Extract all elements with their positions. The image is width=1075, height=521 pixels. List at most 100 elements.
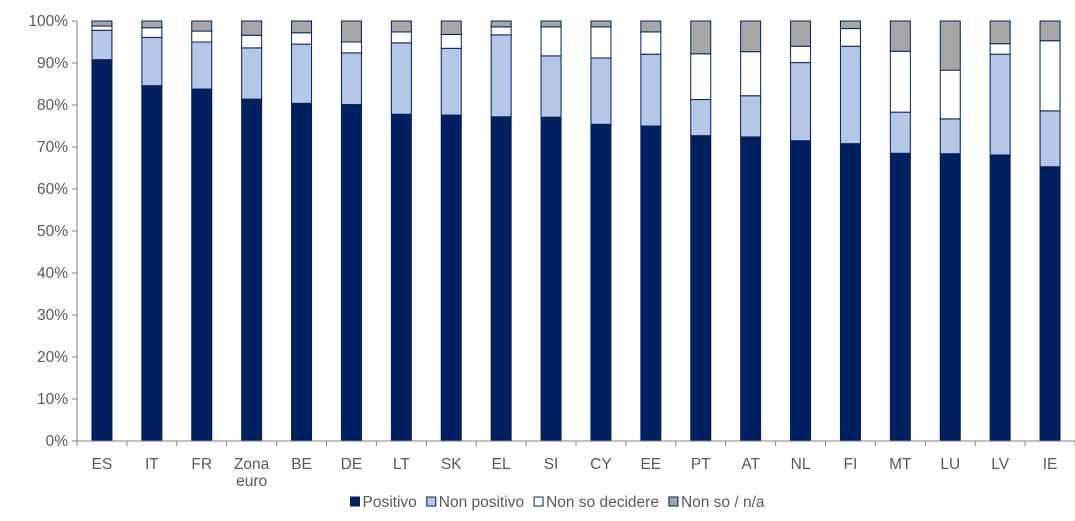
x-axis: ES IT FR Zona euro BE DE LT SK EL SI CY EE PT AT NL FI MT… [76, 440, 1075, 490]
x-tick-label: LU [940, 456, 960, 473]
bar-segment-non-positivo [390, 42, 412, 115]
bar-segment-non-positivo [291, 43, 313, 104]
bar-segment-non-so-decidere [790, 45, 812, 64]
bar-segment-non-positivo [91, 29, 113, 61]
x-tick-label: IE [1043, 456, 1058, 473]
y-tick-label: 10% [37, 391, 68, 408]
bar-segment-non-so-decidere [490, 26, 512, 36]
bar-segment-non-so-n-a [390, 20, 412, 33]
legend-swatch [426, 496, 437, 507]
bar-segment-non-positivo [440, 47, 462, 116]
bar-segment-positivo [590, 123, 612, 442]
x-tick-label: IT [145, 456, 159, 473]
bar-segment-positivo [839, 143, 861, 442]
bar-segment-positivo [790, 140, 812, 442]
bar-segment-non-positivo [989, 53, 1011, 156]
bar-segment-non-so-decidere [91, 25, 113, 31]
bar-segment-non-so-n-a [690, 20, 712, 55]
bar-segment-non-positivo [490, 34, 512, 118]
bar-segment-non-positivo [540, 55, 562, 118]
bar-segment-positivo [141, 85, 163, 442]
bar-segment-non-so-n-a [989, 20, 1011, 45]
x-tick-label: MT [889, 456, 912, 473]
x-tick-label: LV [991, 456, 1009, 473]
bar-segment-non-so-decidere [640, 31, 662, 55]
x-tick-label: SK [441, 456, 462, 473]
y-tick-label: 50% [37, 223, 68, 240]
legend: Positivo Non positivo Non so decidere Non s… [349, 494, 765, 511]
bar-segment-non-so-decidere [141, 27, 163, 38]
bar-segment-non-positivo [889, 111, 911, 154]
x-tick-label: EE [641, 456, 662, 473]
y-tick-label: 60% [37, 181, 68, 198]
legend-swatch [668, 496, 679, 507]
bar-segment-positivo [889, 152, 911, 442]
bar-segment-positivo [1039, 166, 1061, 442]
bar-segment-non-so-n-a [590, 20, 612, 28]
bar-segment-non-so-decidere [241, 34, 263, 49]
bar-segment-non-positivo [690, 99, 712, 137]
bar-segment-non-so-n-a [939, 20, 961, 71]
y-tick-label: 70% [37, 139, 68, 156]
bar-segment-non-so-n-a [540, 20, 562, 28]
bar-segment-positivo [191, 88, 213, 442]
bar-segment-non-so-decidere [889, 50, 911, 113]
bar-segment-non-so-n-a [191, 20, 213, 32]
bar-segment-positivo [690, 135, 712, 442]
bar-segment-non-so-decidere [690, 53, 712, 101]
bar-segment-non-positivo [590, 57, 612, 125]
bar-segment-non-so-n-a [640, 20, 662, 33]
bar-segment-non-so-decidere [340, 41, 362, 54]
y-tick-label: 100% [28, 13, 68, 30]
bar-segment-non-positivo [241, 47, 263, 100]
y-axis: 0% 10% 20% 30% 40% 50% 60% 70% 80% 90% 100% [28, 13, 78, 450]
x-tick-label: CY [590, 456, 612, 473]
bar-segment-non-so-n-a [241, 20, 263, 36]
bars [91, 20, 1061, 442]
bar-segment-non-positivo [839, 45, 861, 145]
x-tick-label: NL [791, 456, 811, 473]
bar-segment-positivo [740, 136, 762, 442]
bar-segment-non-positivo [790, 62, 812, 142]
bar-segment-non-so-n-a [839, 20, 861, 30]
y-tick-label: 30% [37, 307, 68, 324]
y-tick-label: 0% [46, 433, 69, 450]
bar-segment-positivo [340, 104, 362, 442]
bar-segment-non-positivo [191, 41, 213, 90]
y-tick-label: 40% [37, 265, 68, 282]
x-tick-label: ES [92, 456, 113, 473]
bar-segment-non-positivo [640, 53, 662, 127]
bar-segment-positivo [241, 98, 263, 442]
bar-segment-non-positivo [340, 52, 362, 106]
bar-segment-positivo [640, 125, 662, 442]
bar-segment-non-so-n-a [91, 20, 113, 27]
bar-segment-non-so-n-a [790, 20, 812, 47]
legend-label: Non so / n/a [681, 494, 765, 511]
x-tick-label: AT [741, 456, 760, 473]
x-tick-label: SI [544, 456, 559, 473]
bar-segment-non-so-n-a [1039, 20, 1061, 42]
legend-label: Non positivo [439, 494, 524, 511]
legend-swatch [533, 496, 544, 507]
x-tick-label: LT [393, 456, 410, 473]
x-tick-label: FR [191, 456, 212, 473]
bar-segment-non-so-decidere [989, 43, 1011, 55]
bar-segment-non-positivo [141, 36, 163, 87]
bar-segment-non-so-decidere [839, 28, 861, 47]
bar-segment-non-so-decidere [191, 30, 213, 43]
bar-segment-positivo [490, 116, 512, 442]
x-tick-label: EL [492, 456, 511, 473]
x-tick-label: PT [691, 456, 711, 473]
bar-segment-positivo [540, 116, 562, 442]
bar-segment-non-so-n-a [889, 20, 911, 52]
bar-segment-non-positivo [1039, 110, 1061, 168]
bar-segment-non-so-decidere [440, 33, 462, 49]
bar-segment-non-positivo [939, 118, 961, 155]
y-tick-label: 80% [37, 97, 68, 114]
bar-segment-non-so-decidere [291, 32, 313, 45]
x-tick-label: DE [341, 456, 363, 473]
bar-segment-positivo [91, 59, 113, 442]
bar-segment-positivo [390, 113, 412, 442]
bar-segment-non-so-n-a [141, 20, 163, 29]
